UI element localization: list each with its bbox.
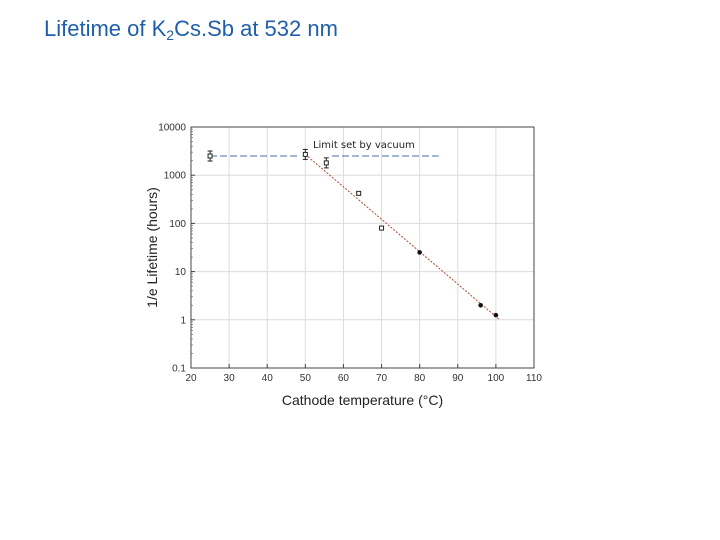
plot-frame <box>190 126 535 369</box>
filled-data-point <box>493 312 499 318</box>
title-suffix: Cs.Sb at 532 nm <box>174 16 338 41</box>
y-tick-label: 100 <box>169 219 186 230</box>
open-data-point <box>356 190 362 196</box>
y-tick-label: 10 <box>175 267 187 278</box>
x-tick-label: 110 <box>526 373 542 384</box>
grid <box>191 127 534 368</box>
filled-data-point <box>478 302 483 308</box>
open-data-point <box>379 225 385 231</box>
x-tick-label: 70 <box>376 373 388 384</box>
y-tick-label: 10000 <box>158 123 186 134</box>
y-tick-label: 0.1 <box>172 364 186 375</box>
x-tick-label: 40 <box>262 373 274 384</box>
y-tick-label: 1000 <box>164 171 187 182</box>
x-tick-label: 60 <box>338 373 350 384</box>
x-tick-label: 30 <box>224 373 236 384</box>
title-subscript: 2 <box>166 27 175 43</box>
lines <box>210 154 501 321</box>
fit-line <box>305 154 501 321</box>
x-tick-label: 100 <box>488 373 505 384</box>
x-tick-label: 80 <box>414 373 426 384</box>
filled-data-point <box>417 250 422 255</box>
limit-annotation: Limit set by vacuum <box>313 140 415 151</box>
open-data-point <box>323 160 329 166</box>
slide-title: Lifetime of K2Cs.Sb at 532 nm <box>44 16 338 43</box>
x-tick-label: 90 <box>452 373 464 384</box>
title-prefix: Lifetime of K <box>44 16 167 41</box>
y-tick-label: 1 <box>180 315 186 326</box>
x-tick-label: 50 <box>300 373 312 384</box>
open-data-point <box>207 153 213 159</box>
open-data-point <box>302 151 308 157</box>
x-axis-title: Cathode temperature (°C) <box>282 392 443 408</box>
y-axis-title: 1/e Lifetime (hours) <box>144 187 160 308</box>
data-points <box>207 148 499 318</box>
x-tick-label: 20 <box>185 373 197 384</box>
